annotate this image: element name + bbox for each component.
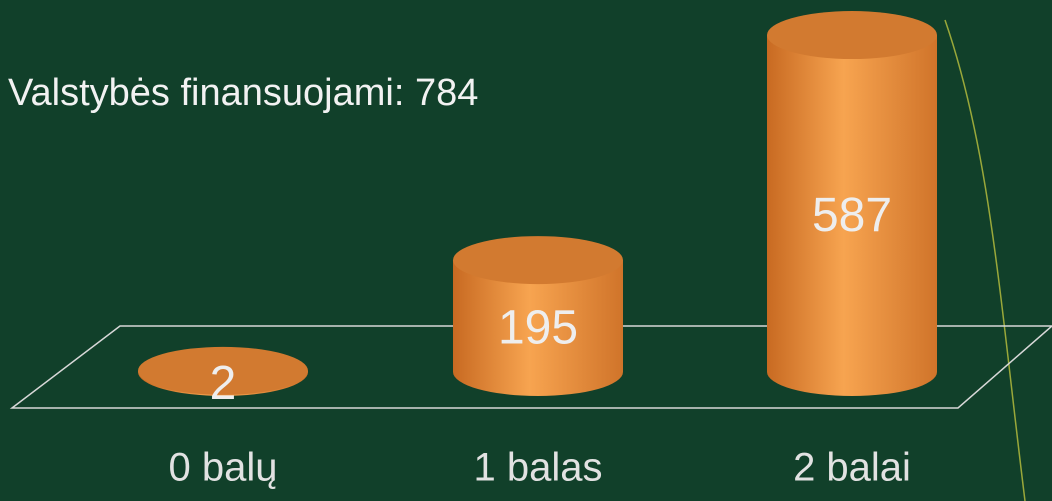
data-label: 195 <box>498 302 578 355</box>
chart-title: Valstybės finansuojami: 784 <box>8 72 478 114</box>
x-tick-label: 0 balų <box>169 446 278 490</box>
x-tick-label: 2 balai <box>793 446 911 490</box>
bar-top <box>767 11 937 60</box>
bar-top <box>453 236 623 285</box>
data-label: 2 <box>210 357 237 410</box>
bar <box>453 236 623 396</box>
decor-curve <box>944 19 1026 501</box>
bar <box>138 346 308 396</box>
bar-body <box>453 260 623 396</box>
bar-body <box>767 35 937 396</box>
bar <box>767 11 937 396</box>
floor <box>9 325 1052 409</box>
bar-top <box>138 346 308 395</box>
data-label: 587 <box>812 189 892 242</box>
x-tick-label: 1 balas <box>474 446 603 490</box>
